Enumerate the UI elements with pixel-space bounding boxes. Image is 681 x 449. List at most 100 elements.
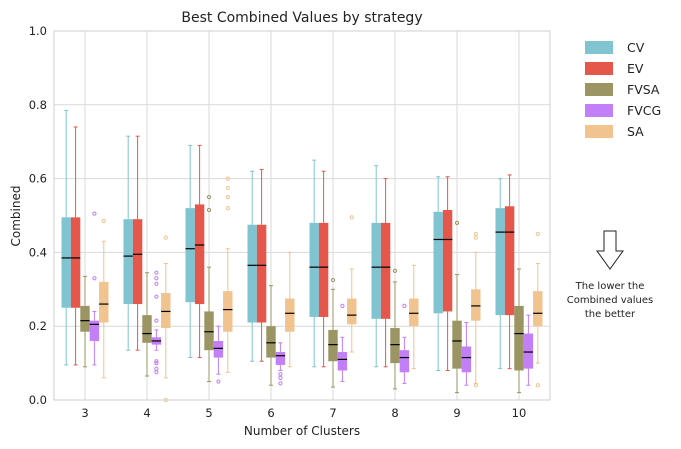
box-body: [390, 328, 400, 364]
x-axis-title: Number of Clusters: [244, 424, 360, 438]
annotation: The lower the Combined values the better: [567, 230, 653, 320]
x-tick-label: 6: [267, 406, 274, 420]
box-ev-4: [132, 135, 143, 351]
box-body: [213, 340, 224, 358]
box-ev-5: [194, 144, 205, 359]
box-ev-3: [70, 126, 81, 366]
box-body: [514, 305, 524, 371]
box-body: [318, 222, 329, 317]
outlier-point: [154, 270, 159, 275]
box-body: [533, 291, 543, 327]
box-body: [309, 222, 319, 317]
box-body: [399, 350, 410, 373]
box-body: [347, 298, 357, 325]
outlier-point: [154, 359, 159, 364]
outlier-point: [473, 231, 478, 237]
box-fvcg-4: [151, 270, 162, 375]
legend-label: SA: [627, 124, 644, 139]
outlier-point: [225, 206, 230, 211]
outlier-point: [535, 231, 540, 237]
legend-swatch: [585, 83, 613, 96]
legend-label: FVCG: [627, 103, 661, 118]
legend-swatch: [585, 125, 613, 138]
box-body: [61, 217, 71, 308]
x-tick-label: 8: [391, 406, 398, 420]
x-tick-label: 5: [205, 406, 212, 420]
box-sa-6: [285, 251, 295, 368]
box-body: [161, 292, 171, 329]
outlier-point: [154, 366, 159, 371]
box-fvcg-10: [523, 314, 534, 386]
outlier-point: [154, 276, 159, 281]
box-body: [194, 204, 205, 305]
box-body: [433, 211, 443, 314]
outlier-point: [278, 372, 283, 377]
box-sa-8: [409, 264, 419, 370]
legend-item-fvcg: FVCG: [585, 103, 661, 118]
legend-label: EV: [627, 61, 644, 76]
box-body: [80, 305, 90, 332]
box-body: [99, 281, 109, 323]
legend-item-sa: SA: [585, 124, 644, 139]
y-tick-label: 0.6: [29, 172, 47, 186]
box-body: [495, 208, 505, 316]
outlier-point: [225, 185, 230, 190]
box-fvcg-8: [399, 303, 410, 384]
outlier-point: [154, 281, 159, 286]
box-fvcg-5: [213, 325, 224, 384]
legend-swatch: [585, 62, 613, 75]
annotation-line-1: The lower the: [575, 281, 645, 292]
box-ev-6: [256, 168, 267, 362]
outlier-point: [225, 194, 230, 200]
x-tick-label: 10: [512, 406, 527, 420]
box-fvsa-8: [390, 268, 400, 390]
legend-item-cv: CV: [585, 40, 645, 55]
box-body: [275, 352, 286, 365]
y-tick-label: 0.4: [29, 245, 47, 259]
box-body: [442, 209, 453, 312]
box-ev-9: [442, 176, 453, 371]
box-fvcg-3: [89, 211, 100, 366]
box-cv-3: [61, 109, 71, 366]
outlier-point: [535, 383, 540, 388]
outlier-point: [392, 268, 398, 273]
box-sa-7: [347, 215, 357, 353]
box-cv-10: [495, 178, 505, 370]
box-fvsa-9: [452, 220, 462, 394]
outlier-point: [225, 176, 230, 181]
box-body: [523, 333, 534, 369]
box-cv-7: [309, 159, 319, 368]
box-body: [256, 224, 267, 323]
box-body: [185, 208, 195, 303]
outlier-point: [473, 383, 478, 388]
box-layer: [61, 109, 543, 403]
legend: CV EV FVSA FVCG SA: [585, 40, 661, 139]
y-tick-label: 0.8: [29, 98, 47, 112]
x-tick-label: 7: [329, 406, 336, 420]
outlier-point: [92, 276, 97, 281]
box-body: [471, 289, 481, 321]
box-body: [89, 320, 100, 341]
box-fvsa-7: [328, 277, 338, 388]
outlier-point: [349, 215, 354, 220]
annotation-line-3: the better: [585, 309, 636, 320]
box-sa-5: [223, 176, 233, 373]
box-ev-10: [504, 174, 515, 370]
x-tick-label: 4: [143, 406, 150, 420]
outlier-point: [330, 277, 336, 283]
box-fvsa-3: [80, 275, 90, 368]
outlier-point: [206, 194, 212, 200]
y-tick-label: 0.2: [29, 319, 47, 333]
outlier-point: [163, 235, 168, 240]
box-sa-10: [533, 231, 543, 388]
outlier-point: [154, 294, 159, 299]
box-fvsa-10: [514, 268, 524, 394]
box-fvcg-9: [461, 322, 472, 386]
box-body: [328, 329, 338, 362]
box-cv-9: [433, 176, 443, 371]
outlier-point: [154, 361, 159, 366]
box-body: [452, 320, 462, 369]
outlier-point: [454, 220, 460, 225]
